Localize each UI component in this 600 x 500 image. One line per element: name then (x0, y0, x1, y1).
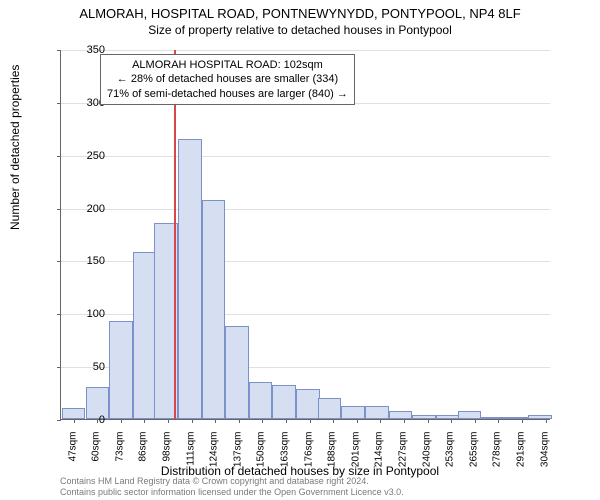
xtick-mark (404, 419, 405, 423)
page-title-line2: Size of property relative to detached ho… (0, 23, 600, 37)
histogram-bar (505, 417, 529, 419)
xtick-label: 265sqm (468, 432, 479, 482)
ytick-label: 100 (65, 308, 105, 320)
xtick-label: 176sqm (303, 432, 314, 482)
xtick-mark (192, 419, 193, 423)
xtick-label: 150sqm (256, 432, 267, 482)
xtick-mark (498, 419, 499, 423)
xtick-label: 47sqm (67, 432, 78, 482)
histogram-bar (272, 385, 296, 419)
xtick-label: 278sqm (492, 432, 503, 482)
xtick-label: 227sqm (398, 432, 409, 482)
xtick-label: 188sqm (327, 432, 338, 482)
histogram-bar (389, 411, 413, 419)
xtick-label: 124sqm (209, 432, 220, 482)
ytick-mark (57, 261, 61, 262)
histogram-bar (249, 382, 273, 419)
ytick-label: 350 (65, 44, 105, 56)
histogram-bar (412, 415, 436, 419)
ytick-label: 300 (65, 97, 105, 109)
xtick-label: 214sqm (374, 432, 385, 482)
histogram-bar (225, 326, 249, 419)
ytick-mark (57, 420, 61, 421)
xtick-label: 137sqm (232, 432, 243, 482)
xtick-mark (144, 419, 145, 423)
histogram-bar (109, 321, 133, 419)
ytick-label: 50 (65, 361, 105, 373)
xtick-label: 111sqm (185, 432, 196, 482)
ytick-label: 250 (65, 150, 105, 162)
xtick-label: 304sqm (539, 432, 550, 482)
xtick-mark (121, 419, 122, 423)
xtick-mark (475, 419, 476, 423)
xtick-mark (286, 419, 287, 423)
xtick-mark (522, 419, 523, 423)
xtick-label: 86sqm (138, 432, 149, 482)
annotation-box: ALMORAH HOSPITAL ROAD: 102sqm← 28% of de… (100, 54, 355, 105)
xtick-mark (310, 419, 311, 423)
xtick-label: 253sqm (445, 432, 456, 482)
ytick-mark (57, 103, 61, 104)
histogram-bar (133, 252, 157, 419)
xtick-mark (357, 419, 358, 423)
annotation-line3: 71% of semi-detached houses are larger (… (107, 87, 348, 101)
histogram-bar (178, 139, 202, 419)
gridline (61, 156, 550, 157)
histogram-bar (202, 200, 226, 419)
xtick-label: 60sqm (91, 432, 102, 482)
xtick-mark (380, 419, 381, 423)
xtick-mark (546, 419, 547, 423)
xtick-label: 163sqm (280, 432, 291, 482)
histogram-bar (481, 417, 505, 419)
ytick-mark (57, 50, 61, 51)
ytick-label: 0 (65, 414, 105, 426)
gridline (61, 50, 550, 51)
histogram-bar (341, 406, 365, 419)
histogram-bar (296, 389, 320, 419)
xtick-mark (262, 419, 263, 423)
xtick-mark (451, 419, 452, 423)
xtick-label: 240sqm (421, 432, 432, 482)
ytick-label: 150 (65, 255, 105, 267)
ytick-label: 200 (65, 203, 105, 215)
page-title-line1: ALMORAH, HOSPITAL ROAD, PONTNEWYNYDD, PO… (0, 6, 600, 21)
histogram-bar (436, 415, 460, 419)
histogram-bar (318, 398, 342, 419)
ytick-mark (57, 314, 61, 315)
xtick-mark (239, 419, 240, 423)
footer-line2: Contains public sector information licen… (60, 487, 404, 498)
ytick-mark (57, 156, 61, 157)
xtick-label: 201sqm (350, 432, 361, 482)
y-axis-title: Number of detached properties (8, 65, 22, 230)
xtick-label: 98sqm (162, 432, 173, 482)
xtick-mark (333, 419, 334, 423)
xtick-mark (168, 419, 169, 423)
ytick-mark (57, 209, 61, 210)
xtick-label: 291sqm (515, 432, 526, 482)
ytick-mark (57, 367, 61, 368)
annotation-line2: ← 28% of detached houses are smaller (33… (107, 72, 348, 86)
histogram-bar (528, 415, 552, 419)
xtick-mark (428, 419, 429, 423)
histogram-chart (60, 50, 550, 420)
xtick-mark (215, 419, 216, 423)
histogram-bar (458, 411, 482, 419)
xtick-label: 73sqm (114, 432, 125, 482)
annotation-line1: ALMORAH HOSPITAL ROAD: 102sqm (107, 58, 348, 72)
histogram-bar (365, 406, 389, 419)
reference-line (174, 50, 176, 419)
gridline (61, 209, 550, 210)
